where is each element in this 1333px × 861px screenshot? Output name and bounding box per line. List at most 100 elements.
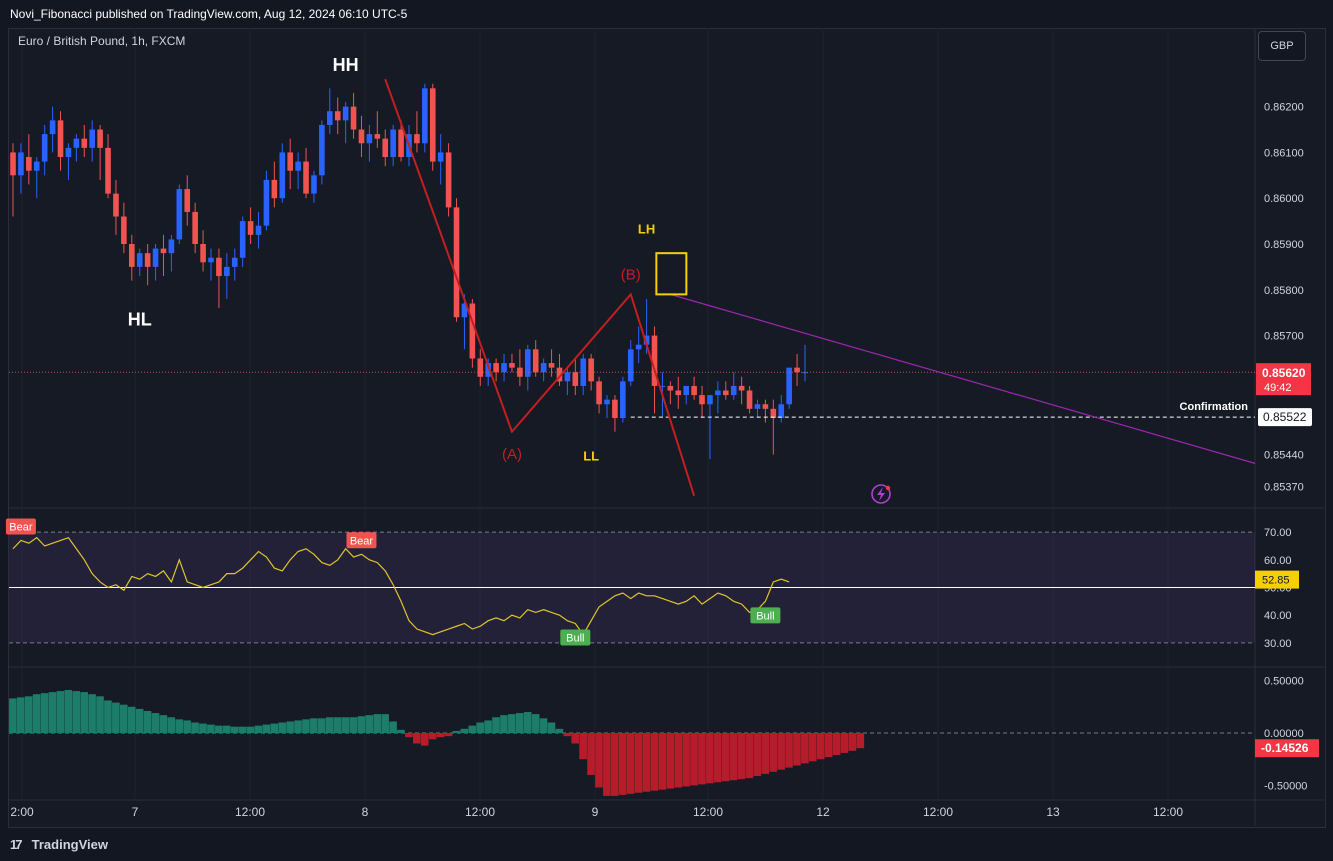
abc-wave-line: [384, 78, 696, 497]
candle-body: [239, 221, 246, 258]
time-tick-label: 8: [362, 805, 369, 819]
label-hh: HH: [333, 55, 359, 75]
oscillator-bar: [135, 708, 144, 733]
confirmation-label: Confirmation: [1180, 401, 1249, 413]
candle-body: [121, 216, 127, 244]
oscillator-bar: [706, 733, 714, 784]
candle-body: [754, 404, 761, 409]
bull-signal-badge: Bull: [560, 629, 591, 646]
oscillator-bar: [713, 733, 722, 783]
candle-body: [303, 161, 309, 194]
time-tick-label: 12:00: [465, 805, 495, 819]
candle-body: [73, 138, 80, 148]
tradingview-logo[interactable]: 17 TradingView: [10, 837, 108, 852]
signal-badge-bg: [5, 518, 36, 535]
candle-body: [279, 152, 286, 199]
price-tick-label: 0.85900: [1264, 239, 1304, 251]
candle-body: [477, 358, 484, 377]
oscillator-bar: [840, 733, 849, 753]
candle-body: [461, 303, 468, 318]
candle-body: [604, 399, 610, 405]
oscillator-bar: [682, 733, 690, 787]
oscillator-bar: [468, 725, 477, 733]
candle-body: [794, 367, 800, 373]
candle-body: [786, 367, 792, 405]
grid-lines: [9, 28, 1324, 826]
tv-logo-icon: 17: [10, 837, 22, 852]
oscillator-bar: [310, 718, 318, 733]
oscillator-bar: [175, 719, 184, 733]
rsi-line: [12, 536, 790, 636]
oscillator-bar: [365, 715, 374, 733]
candle-body: [699, 395, 705, 405]
candle-body: [612, 399, 618, 418]
signal-badge-label: Bull: [756, 610, 774, 622]
candle-body: [778, 404, 785, 418]
time-tick-label: 12: [816, 805, 830, 819]
oscillator-bar: [666, 733, 675, 789]
symbol-title: Euro / British Pound, 1h, FXCM: [18, 34, 186, 48]
candle-body: [342, 106, 349, 121]
oscillator-bar: [785, 733, 793, 768]
oscillator-bar: [650, 733, 659, 791]
oscillator-bar: [595, 733, 603, 788]
oscillator-tick-label: 0.00000: [1264, 728, 1304, 740]
oscillator-bar: [508, 714, 516, 733]
oscillator-bar: [761, 733, 770, 774]
oscillator-bar: [436, 733, 445, 738]
oscillator-bar: [801, 733, 809, 764]
alert-flash-bolt: [877, 487, 885, 501]
oscillator-bar: [476, 722, 484, 733]
oscillator-bar: [254, 725, 263, 733]
oscillator-bar: [246, 726, 255, 733]
oscillator-bar: [634, 733, 643, 793]
candle-body: [564, 372, 571, 382]
signal-badge-label: Bull: [566, 632, 584, 644]
candle-body: [89, 129, 95, 148]
oscillator-bar: [357, 716, 366, 733]
oscillator-bar: [729, 733, 738, 781]
candle-body: [556, 367, 563, 382]
candle-body: [168, 239, 175, 254]
oscillator-bar: [88, 694, 96, 733]
oscillator-value-tag: [1255, 739, 1319, 758]
oscillator-bar: [579, 733, 587, 760]
oscillator-bar: [452, 730, 461, 733]
oscillator-bar: [167, 717, 176, 733]
oscillator-bar: [389, 721, 397, 733]
oscillator-bar: [816, 733, 825, 760]
candle-body: [723, 390, 729, 396]
currency-button[interactable]: GBP: [1258, 31, 1306, 61]
footer: 17 TradingView: [0, 830, 1333, 861]
lh-highlight-box: [655, 252, 688, 296]
price-candles: [10, 83, 808, 460]
oscillator-bar: [72, 691, 81, 733]
oscillator-bar: [373, 714, 382, 733]
price-axes: 0.86200 0.86100 0.86000 0.85900 0.85800 0.857…: [10, 102, 1319, 819]
candle-body: [643, 335, 650, 345]
oscillator-bar: [286, 721, 294, 733]
candle-body: [540, 363, 547, 373]
candle-body: [374, 134, 381, 139]
oscillator-bar: [856, 733, 865, 749]
candle-body: [485, 363, 491, 377]
current-price-value: 0.85620: [1262, 366, 1306, 380]
candle-body: [532, 349, 539, 373]
candle-body: [26, 157, 32, 171]
candle-body: [81, 138, 88, 148]
time-tick-label: 2:00: [10, 805, 34, 819]
candle-body: [493, 363, 499, 373]
oscillator-bar: [618, 733, 627, 795]
rsi-panel: Bear Bear Bull Bull: [5, 518, 1255, 646]
oscillator-bar: [405, 733, 413, 738]
oscillator-tick-label: -0.50000: [1264, 780, 1307, 792]
candle-body: [620, 381, 626, 418]
oscillator-bar: [587, 733, 595, 775]
oscillator-bar: [64, 690, 73, 733]
price-tick-label: 0.85800: [1264, 285, 1304, 297]
rsi-value-tag: [1255, 570, 1299, 589]
oscillator-bar: [215, 725, 223, 733]
candle-body: [287, 152, 293, 171]
price-tick-label: 0.85700: [1264, 331, 1304, 343]
